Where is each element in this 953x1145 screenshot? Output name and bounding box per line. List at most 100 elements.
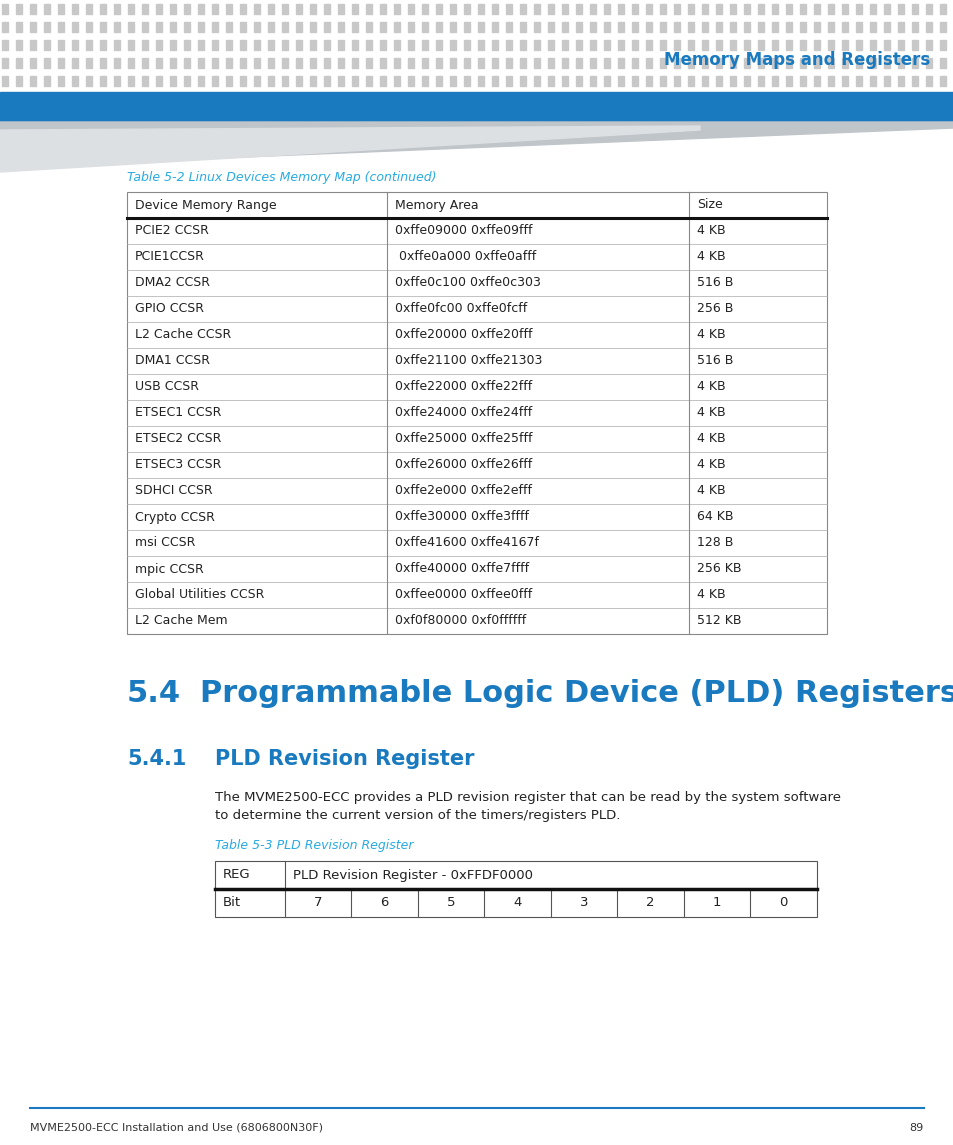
Text: Table 5-3 PLD Revision Register: Table 5-3 PLD Revision Register: [214, 839, 413, 852]
Text: 5.4.1: 5.4.1: [127, 749, 186, 769]
Bar: [142, 58, 148, 68]
Bar: [855, 76, 862, 86]
Text: 4 KB: 4 KB: [697, 251, 725, 263]
Bar: [16, 76, 22, 86]
Text: L2 Cache Mem: L2 Cache Mem: [135, 615, 228, 627]
Bar: [800, 58, 805, 68]
Bar: [687, 76, 693, 86]
Bar: [659, 3, 665, 14]
Bar: [687, 40, 693, 50]
Bar: [156, 40, 162, 50]
Text: 0xffe24000 0xffe24fff: 0xffe24000 0xffe24fff: [395, 406, 532, 419]
Bar: [100, 58, 106, 68]
Bar: [911, 3, 917, 14]
Bar: [561, 76, 567, 86]
Bar: [240, 22, 246, 32]
Text: 4 KB: 4 KB: [697, 406, 725, 419]
Bar: [771, 40, 778, 50]
Text: L2 Cache CCSR: L2 Cache CCSR: [135, 329, 231, 341]
Bar: [16, 58, 22, 68]
Bar: [561, 40, 567, 50]
Bar: [198, 58, 204, 68]
Bar: [436, 40, 441, 50]
Bar: [716, 3, 721, 14]
Text: The MVME2500-ECC provides a PLD revision register that can be read by the system: The MVME2500-ECC provides a PLD revision…: [214, 791, 841, 804]
Bar: [212, 58, 218, 68]
Bar: [603, 3, 609, 14]
Bar: [589, 3, 596, 14]
Bar: [645, 22, 651, 32]
Text: Crypto CCSR: Crypto CCSR: [135, 511, 214, 523]
Bar: [71, 58, 78, 68]
Bar: [2, 40, 8, 50]
Text: 512 KB: 512 KB: [697, 615, 740, 627]
Bar: [282, 40, 288, 50]
Bar: [883, 76, 889, 86]
Bar: [673, 22, 679, 32]
Bar: [645, 3, 651, 14]
Text: ETSEC2 CCSR: ETSEC2 CCSR: [135, 433, 221, 445]
Text: 128 B: 128 B: [697, 537, 733, 550]
Bar: [576, 22, 581, 32]
Bar: [758, 22, 763, 32]
Bar: [184, 22, 190, 32]
Bar: [477, 58, 483, 68]
Bar: [436, 76, 441, 86]
Bar: [771, 58, 778, 68]
Text: USB CCSR: USB CCSR: [135, 380, 199, 394]
Bar: [855, 58, 862, 68]
Bar: [785, 76, 791, 86]
Bar: [855, 22, 862, 32]
Bar: [869, 58, 875, 68]
Bar: [855, 3, 862, 14]
Bar: [561, 3, 567, 14]
Bar: [170, 58, 175, 68]
Bar: [394, 22, 399, 32]
Bar: [841, 40, 847, 50]
Bar: [925, 58, 931, 68]
Bar: [0, 92, 953, 123]
Bar: [897, 76, 903, 86]
Bar: [645, 76, 651, 86]
Bar: [492, 40, 497, 50]
Bar: [156, 76, 162, 86]
Bar: [366, 76, 372, 86]
Bar: [589, 22, 596, 32]
Text: 0xffe09000 0xffe09fff: 0xffe09000 0xffe09fff: [395, 224, 532, 237]
Bar: [813, 76, 820, 86]
Bar: [911, 22, 917, 32]
Bar: [128, 22, 133, 32]
Bar: [659, 22, 665, 32]
Bar: [534, 58, 539, 68]
Bar: [2, 58, 8, 68]
Bar: [366, 22, 372, 32]
Bar: [673, 3, 679, 14]
Text: 0xffe30000 0xffe3ffff: 0xffe30000 0xffe3ffff: [395, 511, 529, 523]
Text: Size: Size: [697, 198, 722, 212]
Bar: [547, 3, 554, 14]
Bar: [128, 76, 133, 86]
Bar: [421, 40, 428, 50]
Bar: [337, 76, 344, 86]
Text: 3: 3: [579, 897, 588, 909]
Bar: [450, 76, 456, 86]
Bar: [198, 76, 204, 86]
Bar: [113, 40, 120, 50]
Bar: [589, 40, 596, 50]
Text: 0xffe0fc00 0xffe0fcff: 0xffe0fc00 0xffe0fcff: [395, 302, 527, 316]
Bar: [716, 22, 721, 32]
Bar: [394, 3, 399, 14]
Bar: [534, 3, 539, 14]
Bar: [939, 40, 945, 50]
Text: Memory Maps and Registers: Memory Maps and Registers: [663, 52, 929, 69]
Bar: [925, 22, 931, 32]
Bar: [534, 76, 539, 86]
Text: 5.4: 5.4: [127, 679, 181, 709]
Bar: [576, 3, 581, 14]
Text: 256 KB: 256 KB: [697, 562, 740, 576]
Bar: [463, 40, 470, 50]
Bar: [855, 40, 862, 50]
Bar: [631, 22, 638, 32]
Bar: [505, 76, 512, 86]
Bar: [911, 40, 917, 50]
